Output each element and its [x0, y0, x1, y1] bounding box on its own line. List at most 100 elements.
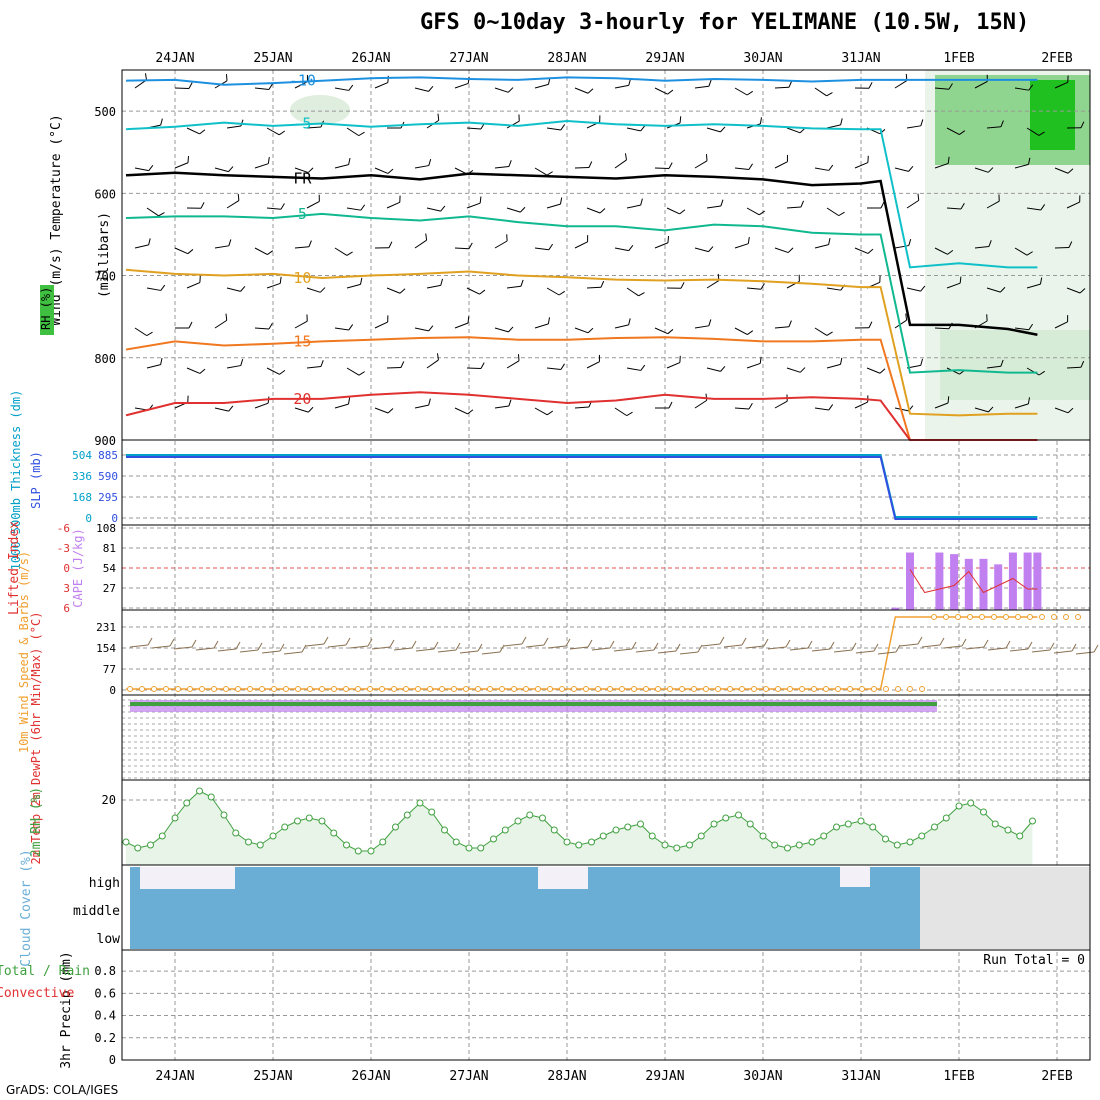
rh-marker: [980, 808, 987, 816]
wind-barb-flag: [188, 321, 193, 329]
date-label-top: 25JAN: [253, 51, 292, 66]
wind-barb-flag: [267, 156, 270, 164]
wind-speed-marker: [535, 686, 541, 692]
pressure-tick-label: 600: [94, 187, 116, 201]
wind-barb-flag: [920, 285, 926, 292]
pressure-ylabel: (millibars): [97, 212, 112, 298]
rh-marker: [269, 832, 277, 840]
wind-barb-flag: [348, 157, 351, 165]
wind-barb: [854, 82, 873, 89]
wind-barb: [574, 327, 594, 334]
wind-barb-staff: [666, 362, 681, 369]
wind-barb-flag: [467, 316, 470, 324]
wind-speed-marker: [691, 686, 697, 692]
rh-marker: [539, 814, 546, 822]
wind-barb-10m-flag: [1027, 641, 1033, 650]
wind-barb: [226, 358, 244, 369]
wind-barb-staff: [894, 80, 908, 89]
wind-barb-flag: [479, 289, 486, 295]
wind-barb-staff: [826, 124, 841, 129]
rh-marker: [134, 844, 142, 852]
wind-speed-marker: [919, 686, 925, 692]
wind-barb: [334, 84, 354, 91]
wind-barb-flag: [788, 80, 793, 88]
wind-barb-10m-flag: [785, 639, 791, 648]
isotherm-label: 20: [293, 390, 311, 408]
wind-barb-staff: [1014, 327, 1029, 331]
cape-bar: [950, 554, 959, 610]
rh-marker: [820, 832, 828, 840]
wind-barb: [654, 162, 673, 169]
wind-barb-flag: [225, 313, 228, 321]
wind-barb-flag: [628, 245, 634, 251]
wind-barb-staff: [986, 365, 1001, 369]
wind-speed-marker: [991, 614, 997, 620]
rh-marker: [1004, 826, 1012, 834]
wind-barb-flag: [279, 369, 286, 375]
wind-barb-staff: [294, 407, 309, 413]
wind-barb: [494, 160, 512, 169]
wind-barb-flag: [640, 198, 643, 206]
wind-barb-flag: [908, 165, 914, 172]
wind-barb-10m: [525, 644, 545, 648]
wind-barb-flag: [748, 163, 753, 170]
rh-marker: [795, 841, 803, 849]
wind-barb: [426, 278, 444, 289]
wind-barb-staff: [146, 364, 161, 369]
wind-barb-staff: [814, 244, 829, 249]
wind-barb: [666, 207, 686, 215]
wind-speed-marker: [163, 686, 169, 692]
wind-barb-flag: [828, 237, 831, 245]
wind-speed-marker: [283, 686, 289, 692]
wind-barb: [1054, 241, 1073, 249]
cape-bar: [906, 552, 914, 610]
wind-barb: [814, 404, 834, 411]
wind-barb: [1066, 287, 1086, 294]
wind-speed-marker: [787, 686, 793, 692]
wind-barb-staff: [774, 161, 788, 169]
rh-marker: [147, 841, 154, 849]
wind-barb-10m-flag: [873, 643, 879, 652]
wind-speed-marker: [571, 686, 577, 692]
wind-barb-flag: [720, 365, 726, 372]
wind-barb: [906, 193, 920, 209]
wind-barb-flag: [1026, 251, 1033, 256]
wind-barb-staff: [414, 404, 429, 409]
date-label-bottom: 29JAN: [645, 1069, 684, 1084]
wind-barb: [346, 367, 365, 376]
wind-barb-staff: [506, 207, 521, 213]
date-label-top: 29JAN: [645, 51, 684, 66]
wind-ylabel: 10m Wind Speed & Barbs (m/s): [17, 551, 31, 753]
wind-barb: [214, 313, 228, 329]
wind-barb-staff: [1014, 403, 1029, 409]
wind-barb-flag: [278, 130, 286, 136]
wind-barb-staff: [494, 166, 509, 169]
wind-barb-staff: [146, 207, 159, 217]
wind-barb-staff: [626, 367, 641, 371]
wind-barb-staff: [214, 167, 229, 173]
wind-barb-staff: [1054, 321, 1068, 329]
wind-barb: [655, 401, 673, 409]
cloud-level-label: middle: [73, 904, 120, 919]
wind-barb-staff: [894, 167, 909, 172]
wind-barb-flag: [267, 250, 274, 255]
wind-barb-10m: [745, 645, 765, 649]
wind-barb-10m: [569, 646, 589, 650]
wind-barb: [426, 205, 446, 212]
wind-barb-staff: [534, 167, 548, 176]
wind-speed-marker: [223, 686, 229, 692]
rh-marker: [599, 832, 607, 840]
wind-barb-staff: [266, 127, 280, 136]
wind-barb: [826, 118, 843, 129]
wind-barb-staff: [174, 247, 188, 255]
wind-barb-flag: [1000, 120, 1004, 127]
wind-barb: [786, 367, 806, 373]
wind-barb: [694, 79, 712, 89]
wind-barb-staff: [254, 327, 270, 330]
wind-barb-flag: [638, 292, 645, 297]
wind-barb-10m-flag: [719, 636, 725, 645]
wind-barb-flag: [388, 241, 393, 248]
wind-barb-staff: [706, 205, 721, 209]
isotherm-label: 5: [298, 205, 307, 223]
